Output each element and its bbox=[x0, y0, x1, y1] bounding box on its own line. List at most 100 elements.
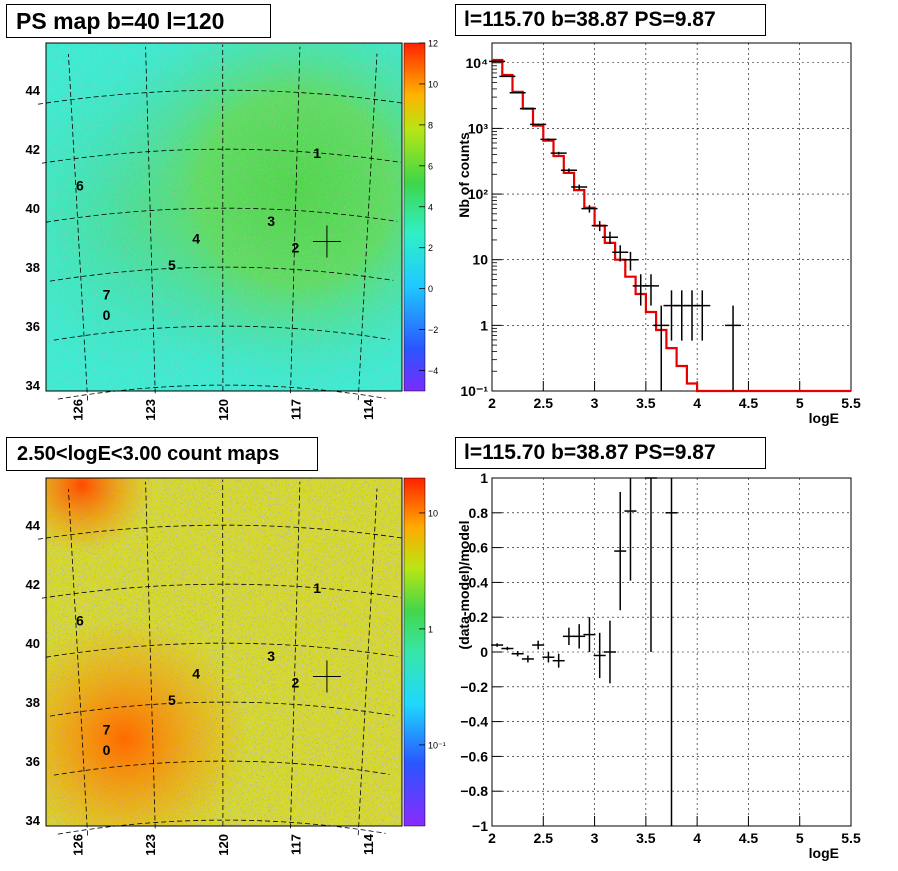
latitude-gridline bbox=[49, 266, 394, 282]
longitude-gridline bbox=[357, 53, 378, 401]
colorbar bbox=[403, 42, 426, 392]
position-cross-marker bbox=[312, 660, 341, 693]
residual-point bbox=[562, 627, 575, 646]
y-tick-label: 44 bbox=[26, 83, 41, 98]
latitude-gridline bbox=[45, 207, 398, 223]
colorbar-tick-label: 2 bbox=[428, 243, 433, 253]
data-point bbox=[694, 290, 711, 341]
y-tick-label: 1 bbox=[480, 317, 488, 333]
source-label-3: 3 bbox=[267, 648, 275, 664]
latitude-gridline bbox=[49, 701, 394, 717]
source-label-6: 6 bbox=[76, 178, 84, 194]
x-tick-label: 126 bbox=[71, 834, 86, 856]
colorbar-tick-label: 4 bbox=[428, 202, 433, 212]
colorbar-tick-label: 10 bbox=[428, 79, 438, 89]
source-label-2: 2 bbox=[292, 674, 300, 690]
residual-point bbox=[614, 491, 627, 611]
latitude-gridline bbox=[41, 148, 402, 164]
colorbar-tick-label: 0 bbox=[428, 284, 433, 294]
source-label-4: 4 bbox=[192, 666, 200, 682]
latitude-gridline bbox=[38, 524, 405, 540]
residual-point bbox=[521, 655, 534, 663]
ps-map-title: PS map b=40 l=120 bbox=[6, 4, 271, 38]
data-point bbox=[509, 91, 526, 94]
x-tick-label: 4.5 bbox=[739, 830, 759, 846]
source-label-1: 1 bbox=[313, 580, 321, 596]
x-tick-label: 123 bbox=[143, 399, 158, 421]
longitude-gridline bbox=[68, 53, 88, 401]
data-point bbox=[642, 274, 659, 306]
colorbar-tick-label: 8 bbox=[428, 120, 433, 130]
data-point bbox=[489, 60, 506, 63]
source-label-7: 7 bbox=[103, 722, 111, 738]
x-tick-label: 2.5 bbox=[534, 830, 554, 846]
y-tick-label: 42 bbox=[26, 142, 40, 157]
y-tick-label: −0.8 bbox=[460, 783, 488, 799]
x-tick-label: 123 bbox=[143, 834, 158, 856]
source-label-5: 5 bbox=[168, 257, 176, 273]
data-point bbox=[530, 123, 547, 126]
y-axis-label: (data-model)/model bbox=[456, 520, 472, 649]
x-tick-label: 4 bbox=[693, 830, 701, 846]
source-label-3: 3 bbox=[267, 213, 275, 229]
y-axis-label: Nb of counts bbox=[456, 132, 472, 218]
y-tick-label: −0.4 bbox=[460, 714, 488, 730]
source-label-5: 5 bbox=[168, 692, 176, 708]
y-tick-label: 38 bbox=[26, 260, 40, 275]
y-tick-label: 0.8 bbox=[469, 505, 489, 521]
data-point bbox=[499, 75, 516, 78]
y-tick-label: 40 bbox=[26, 636, 40, 651]
data-point bbox=[622, 251, 639, 271]
x-tick-label: 3 bbox=[591, 830, 599, 846]
latitude-gridline bbox=[41, 583, 402, 599]
residual-point bbox=[624, 478, 637, 581]
latitude-gridline bbox=[53, 325, 390, 341]
source-label-0: 0 bbox=[103, 307, 111, 323]
x-tick-label: 4 bbox=[693, 395, 701, 411]
x-tick-label: 5.5 bbox=[841, 395, 861, 411]
colorbar-tick-label: −4 bbox=[428, 366, 438, 376]
colorbar-tick-label: 6 bbox=[428, 161, 433, 171]
y-tick-label: 1 bbox=[480, 470, 488, 486]
data-point bbox=[560, 168, 577, 173]
residual-point bbox=[501, 646, 514, 651]
position-cross-marker bbox=[312, 225, 341, 258]
residual-point bbox=[593, 632, 606, 679]
x-tick-label: 2 bbox=[488, 830, 496, 846]
residual-point bbox=[603, 620, 616, 684]
y-tick-label: 0.2 bbox=[469, 609, 489, 625]
y-tick-label: 38 bbox=[26, 695, 40, 710]
x-tick-label: 117 bbox=[288, 399, 303, 420]
count-map-title: 2.50<logE<3.00 count maps bbox=[6, 437, 318, 471]
x-tick-label: 5 bbox=[796, 830, 804, 846]
x-tick-label: 2 bbox=[488, 395, 496, 411]
colorbar-tick-label: 10⁻¹ bbox=[428, 740, 446, 750]
y-tick-label: 42 bbox=[26, 577, 40, 592]
data-point bbox=[725, 305, 742, 391]
residual-point bbox=[573, 624, 586, 649]
latitude-gridline bbox=[45, 642, 398, 658]
y-tick-label: 36 bbox=[26, 754, 40, 769]
colorbar-tick-label: 12 bbox=[428, 39, 438, 49]
data-point bbox=[519, 107, 536, 110]
y-tick-label: 10⁻¹ bbox=[460, 383, 488, 399]
longitude-gridline bbox=[290, 46, 301, 394]
residual-point bbox=[532, 640, 545, 650]
residual-point bbox=[511, 651, 524, 657]
latitude-gridline bbox=[38, 89, 405, 105]
y-tick-label: −1 bbox=[472, 818, 488, 834]
longitude-gridline bbox=[290, 481, 301, 829]
x-tick-label: 117 bbox=[288, 834, 303, 855]
longitude-gridline bbox=[145, 481, 156, 829]
residual-plot: 2 2.5 3 3.5 4 4.5 5 5.5 1 0.8 0.6 0.4 0.2 0 −0.2 −0.4 −0… bbox=[456, 470, 861, 861]
source-label-1: 1 bbox=[313, 145, 321, 161]
y-tick-label: 0 bbox=[480, 644, 488, 660]
data-point bbox=[601, 231, 618, 245]
latitude-gridline bbox=[53, 760, 390, 776]
y-tick-label: 10 bbox=[472, 252, 488, 268]
longitude-gridline bbox=[145, 46, 156, 394]
x-tick-label: 5.5 bbox=[841, 830, 861, 846]
x-tick-label: 3 bbox=[591, 395, 599, 411]
